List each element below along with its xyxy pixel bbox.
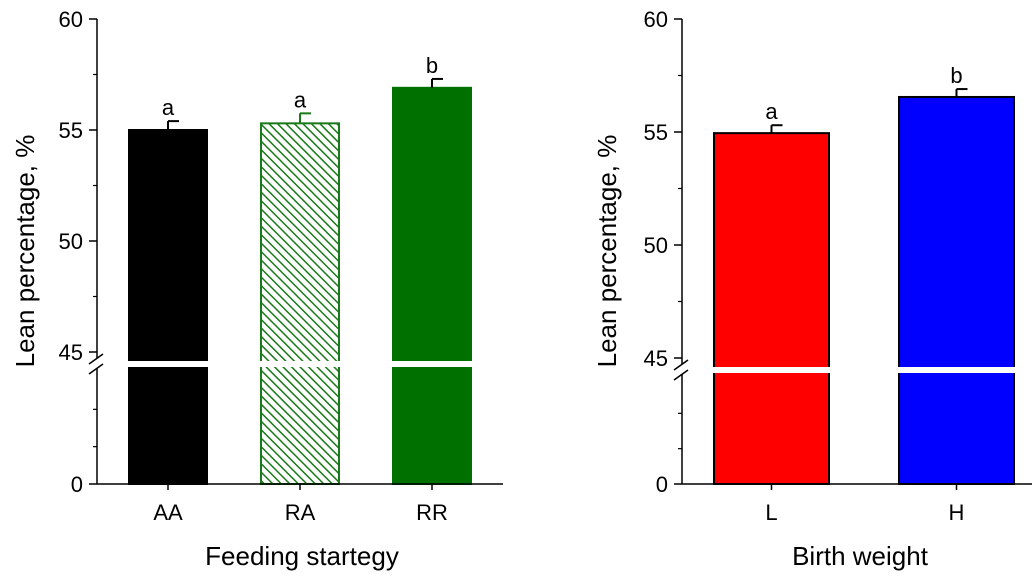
x-tick-label: AA (153, 500, 183, 525)
x-tick-label: RA (285, 500, 316, 525)
y-tick-label: 0 (71, 472, 83, 497)
bar-AA (128, 129, 208, 485)
plot-area: a AA a RA b RR 0 45 50 55 60 (59, 7, 505, 525)
axis-break-mark (88, 353, 104, 365)
significance-letter: a (765, 99, 778, 124)
y-tick-label: 60 (59, 7, 83, 32)
chart-feeding-strategy: Lean percentage, % Feeding startegy aAAa… (10, 7, 505, 571)
x-axis-label: Birth weight (792, 541, 929, 571)
y-tick-label: 45 (59, 340, 83, 365)
y-axis-label: Lean percentage, % (592, 135, 622, 368)
x-axis-label: Feeding startegy (205, 541, 399, 571)
y-tick-label: 50 (644, 233, 668, 258)
x-tick-label: L (765, 500, 777, 525)
bar-RR (392, 86, 472, 485)
significance-letter: b (426, 53, 438, 78)
bar-RA (260, 122, 340, 485)
y-tick-label: 55 (644, 120, 668, 145)
axis-break-mark (673, 369, 689, 381)
significance-letter: a (162, 95, 175, 120)
significance-letter: a (294, 87, 307, 112)
axis-break-mark (88, 363, 104, 375)
significance-letter: b (950, 63, 962, 88)
bar-H (898, 95, 1015, 485)
chart-birth-weight: Lean percentage, % Birth weight a Lb H 0 45 5… (592, 7, 1032, 571)
axis-break-mark (673, 359, 689, 371)
bar-L (713, 132, 830, 485)
y-axis-label: Lean percentage, % (10, 135, 40, 368)
x-tick-label: H (949, 500, 965, 525)
plot-area: a Lb H 0 45 50 55 60 (644, 7, 1032, 525)
y-tick-label: 0 (656, 472, 668, 497)
y-tick-label: 60 (644, 7, 668, 32)
x-tick-label: RR (416, 500, 448, 525)
axis-break-band (99, 361, 505, 367)
axis-break-band (684, 367, 1032, 373)
y-tick-label: 55 (59, 118, 83, 143)
y-tick-label: 50 (59, 229, 83, 254)
y-tick-label: 45 (644, 346, 668, 371)
